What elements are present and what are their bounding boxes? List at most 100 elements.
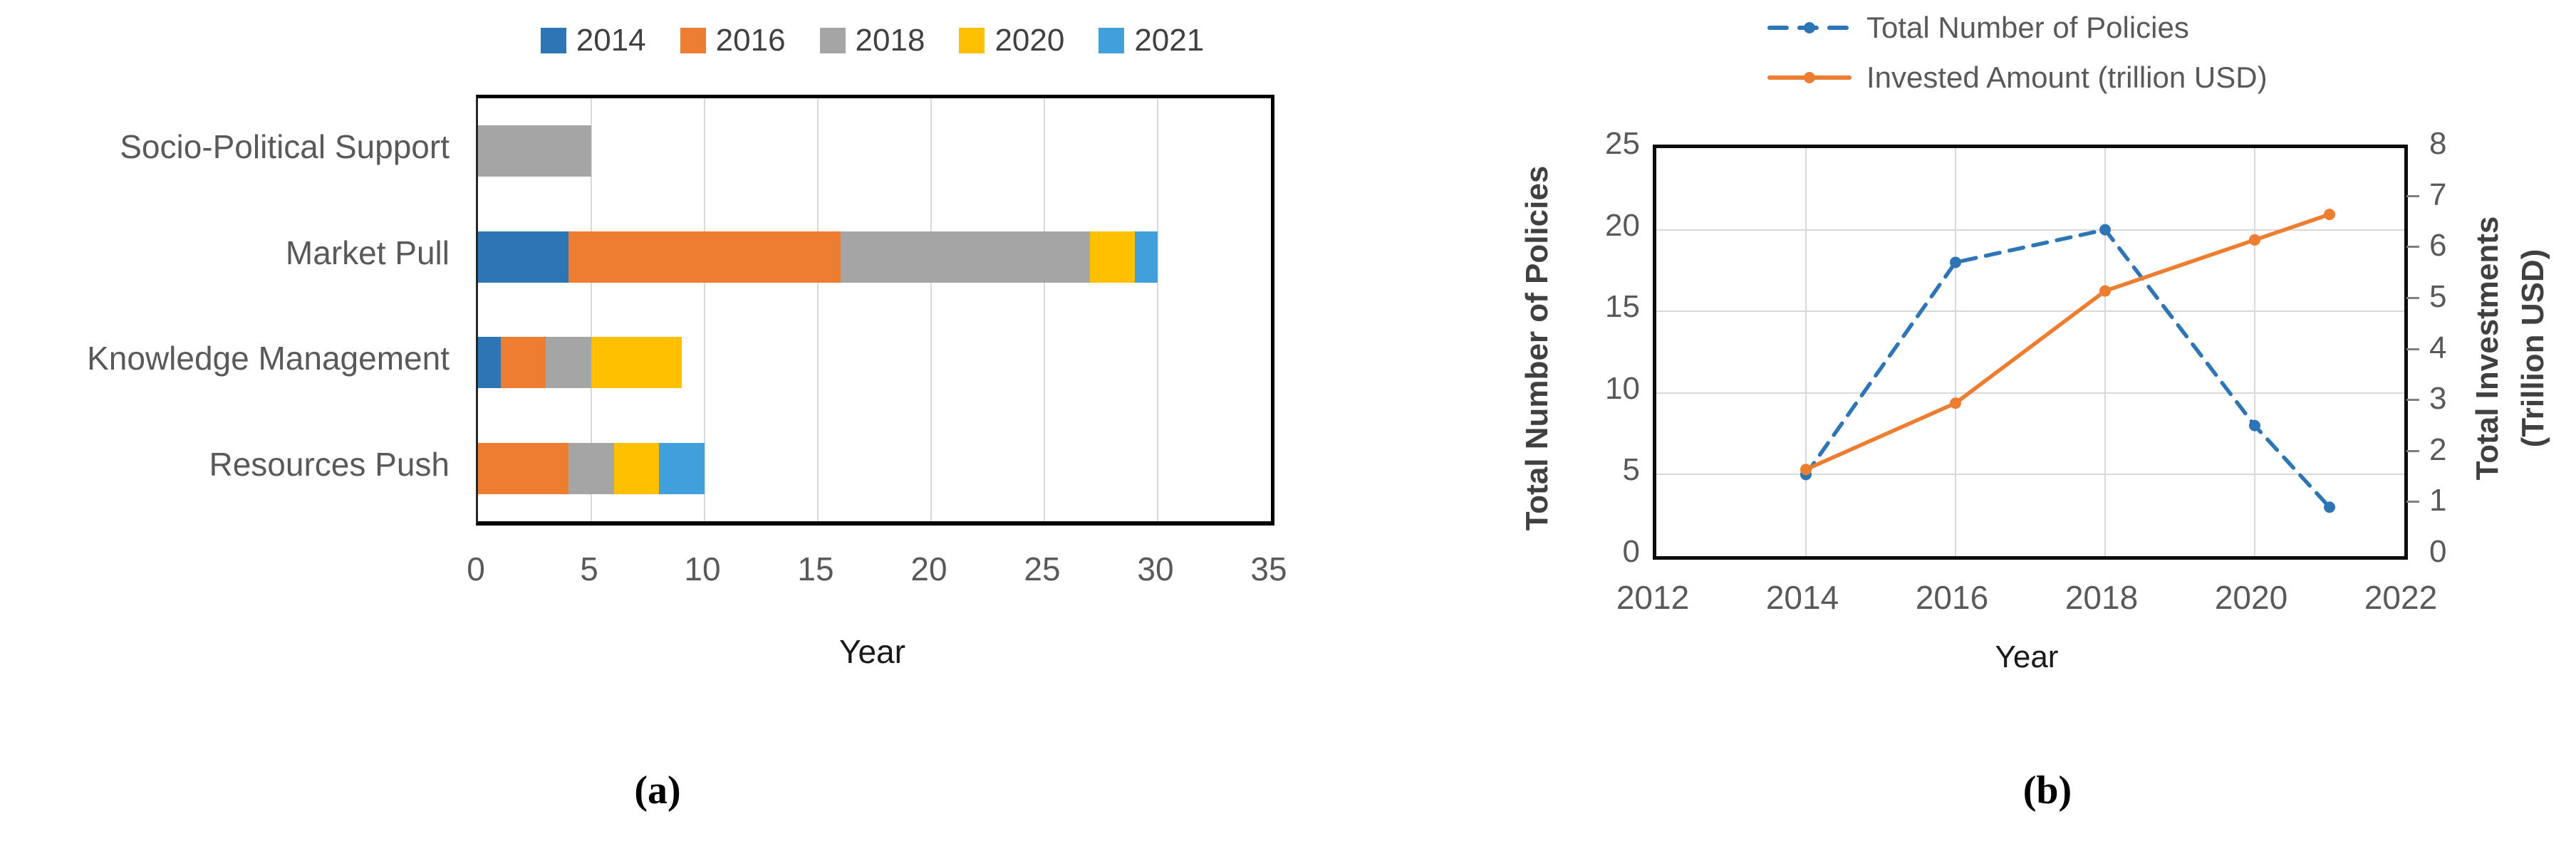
bar-segment-2021	[1135, 231, 1158, 283]
legend-item-2020: 2020	[959, 23, 1064, 58]
right-tick-label: 1	[2429, 483, 2447, 518]
legend-item-2016: 2016	[680, 23, 786, 58]
left-tick-label: 0	[1622, 534, 1640, 569]
gridline-horizontal	[1656, 392, 2404, 394]
legend-item-2021: 2021	[1099, 23, 1204, 58]
x-tick-label: 2022	[2364, 579, 2438, 616]
bar-segment-2018	[546, 337, 591, 389]
x-tick-label: 25	[1024, 550, 1061, 587]
legend-label-2014: 2014	[576, 23, 646, 58]
legend-swatch-2016	[680, 28, 706, 53]
chart-b-right-axis-title-line1: Total Investments	[2470, 216, 2505, 481]
x-tick-label: 10	[684, 550, 721, 587]
legend-swatch-2020	[959, 28, 985, 53]
data-point-left	[2324, 501, 2335, 513]
data-point-left	[1950, 256, 1961, 268]
legend-label-2020: 2020	[994, 23, 1065, 58]
right-tick-mark	[2406, 449, 2419, 452]
legend-line-sample	[1767, 72, 1852, 83]
chart-b-plot-area	[1653, 145, 2408, 560]
left-tick-label: 15	[1605, 289, 1640, 325]
chart-b-left-axis-ticks: 0 5 10 15 20 25	[1576, 126, 1640, 569]
bar-segment-2016	[478, 442, 569, 494]
data-point-right	[2099, 285, 2111, 297]
x-tick-label: 0	[467, 550, 485, 587]
gridline-vertical	[591, 98, 592, 521]
gridline-vertical	[1805, 148, 1807, 556]
line-chart-svg	[1800, 209, 2335, 513]
x-tick-label: 20	[910, 550, 947, 587]
bar-segment-2016	[500, 337, 546, 389]
right-tick-mark	[2406, 194, 2419, 197]
data-point-right	[2249, 234, 2260, 246]
chart-b-right-axis-ticks: 0 1 2 3 4 5 6 7 8	[2406, 126, 2502, 569]
bar-segment-2014	[478, 231, 569, 283]
data-point-right	[2324, 209, 2335, 221]
bar-segment-2021	[659, 442, 705, 494]
x-tick-label: 5	[580, 550, 598, 587]
gridline-vertical	[2104, 148, 2106, 556]
caption-a: (a)	[634, 768, 681, 813]
legend-label: Invested Amount (trillion USD)	[1866, 61, 2268, 94]
left-tick-label: 25	[1605, 126, 1640, 161]
chart-a-x-axis-ticks: 0 5 10 15 20 25 30 35	[467, 550, 1287, 590]
chart-a-plot-area	[476, 95, 1274, 526]
x-tick-label: 30	[1137, 550, 1174, 587]
right-tick-label: 3	[2429, 381, 2447, 417]
data-point-right	[1950, 397, 1961, 409]
bar-segment-2016	[568, 231, 841, 283]
category-label: Resources Push	[209, 445, 450, 483]
right-tick-label: 4	[2429, 330, 2447, 365]
legend-item: Total Number of Policies	[1767, 9, 2268, 47]
gridline-vertical	[704, 98, 705, 521]
caption-b: (b)	[2022, 768, 2072, 813]
chart-b-legend: Total Number of Policies Invested Amount …	[1767, 9, 2268, 97]
right-tick-label: 2	[2429, 432, 2447, 467]
right-tick-label: 8	[2429, 126, 2447, 161]
gridline-horizontal	[1656, 474, 2404, 476]
chart-a-x-axis-title: Year	[839, 633, 905, 670]
left-tick-label: 20	[1605, 207, 1640, 243]
legend-dot	[1804, 72, 1815, 83]
data-point-left	[2249, 419, 2260, 432]
gridline-vertical	[1044, 98, 1045, 521]
gridline-vertical	[930, 98, 932, 521]
category-label: Socio-Political Support	[120, 128, 450, 166]
legend-label-2021: 2021	[1134, 23, 1205, 58]
gridline-vertical	[2254, 148, 2255, 556]
legend-label: Total Number of Policies	[1866, 11, 2189, 44]
data-point-left	[2099, 224, 2111, 236]
right-tick-label: 0	[2429, 534, 2447, 569]
gridline-horizontal	[1656, 229, 2404, 231]
series-line-right	[1804, 212, 2332, 471]
category-label: Knowledge Management	[87, 340, 450, 377]
right-tick-label: 6	[2429, 228, 2447, 263]
series-line-left	[1804, 227, 2332, 509]
x-tick-label: 2014	[1765, 579, 1839, 616]
data-point-right	[1800, 464, 1812, 476]
x-tick-label: 35	[1250, 550, 1287, 587]
right-tick-label: 7	[2429, 177, 2447, 212]
x-tick-label: 15	[797, 550, 834, 587]
right-tick-label: 5	[2429, 278, 2447, 314]
x-tick-label: 2020	[2214, 579, 2288, 616]
chart-b-right-axis-title-line2: (Trillion USD)	[2515, 249, 2550, 448]
legend-swatch-2018	[819, 28, 846, 53]
left-tick-label: 10	[1605, 370, 1640, 406]
legend-label-2016: 2016	[715, 23, 786, 58]
bar-segment-2014	[478, 337, 501, 389]
right-tick-mark	[2406, 501, 2419, 503]
x-tick-label: 2016	[1915, 579, 1989, 616]
legend-item: Invested Amount (trillion USD)	[1767, 58, 2268, 97]
right-tick-mark	[2406, 399, 2419, 402]
x-tick-label: 2018	[2065, 579, 2139, 616]
chart-b-left-axis-title: Total Number of Policies	[1520, 165, 1554, 531]
legend-item-2018: 2018	[819, 23, 925, 58]
legend-label-2018: 2018	[855, 23, 925, 58]
legend-swatch-2014	[540, 28, 566, 53]
bar-segment-2018	[568, 442, 614, 494]
legend-line-sample	[1767, 22, 1852, 33]
left-tick-label: 5	[1622, 452, 1640, 488]
gridline-horizontal	[1656, 310, 2404, 313]
